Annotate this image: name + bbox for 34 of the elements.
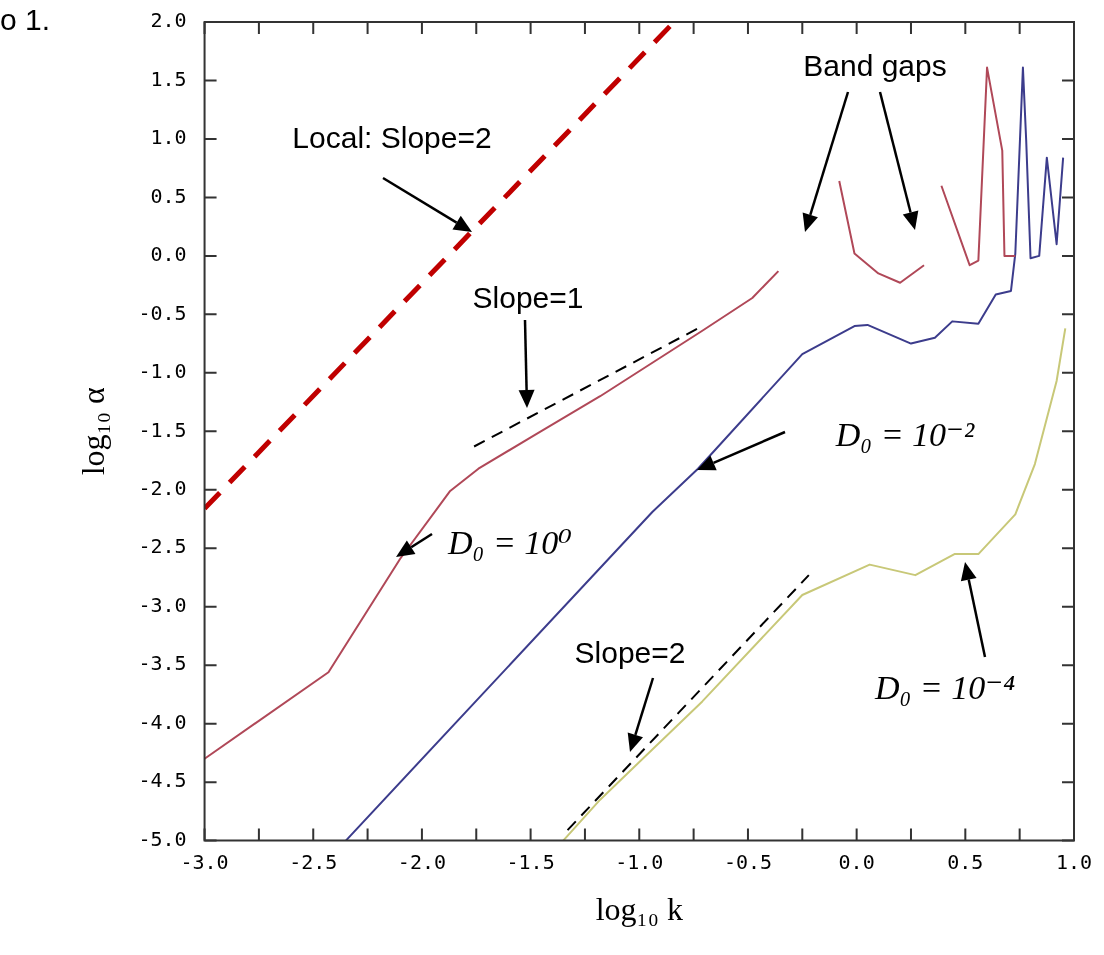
x-tick-label: -1.0: [615, 849, 664, 874]
y-tick-label: -5.0: [138, 826, 187, 851]
x-axis-title: log₁₀ k: [595, 891, 683, 928]
y-tick-label: -3.5: [138, 651, 187, 676]
y-tick-label: -4.0: [138, 709, 187, 734]
y-tick-label: -4.5: [138, 768, 187, 793]
y-tick-label: 1.0: [150, 125, 187, 150]
y-tick-label: 2.0: [150, 8, 187, 33]
x-tick-label: 1.0: [1055, 849, 1093, 874]
x-tick-label: 0.5: [947, 849, 984, 874]
annotation: Slope=2: [574, 636, 686, 670]
y-tick-label: 0.5: [150, 183, 187, 208]
y-tick-label: -1.0: [138, 359, 187, 384]
x-tick-label: -3.0: [180, 849, 229, 874]
y-axis-title: log₁₀ α: [74, 387, 111, 476]
x-tick-label: 0.0: [838, 849, 875, 874]
annotation: Slope=1: [472, 281, 584, 315]
y-tick-label: 0.0: [150, 242, 187, 267]
annotation: Local: Slope=2: [292, 121, 492, 155]
annotation: D₀ = 10⁰: [447, 523, 573, 561]
x-tick-label: -0.5: [723, 849, 773, 874]
y-tick-label: -0.5: [138, 300, 187, 325]
text: o 1.: [0, 3, 51, 37]
y-tick-label: -3.0: [138, 592, 187, 617]
x-tick-label: -2.5: [289, 849, 338, 874]
x-tick-label: -2.0: [397, 849, 447, 874]
y-tick-label: 1.5: [150, 66, 187, 91]
y-tick-label: -2.0: [138, 475, 187, 500]
y-tick-label: -2.5: [138, 534, 187, 559]
x-tick-label: -1.5: [506, 849, 555, 874]
annotation: D₀ = 10⁻⁴: [873, 668, 1016, 706]
annotation: D₀ = 10⁻²: [834, 415, 976, 453]
annotation: Band gaps: [803, 49, 947, 83]
y-tick-label: -1.5: [138, 417, 187, 442]
